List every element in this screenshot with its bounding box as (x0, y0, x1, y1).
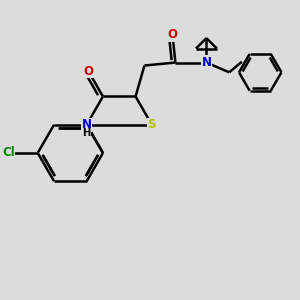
Text: S: S (148, 118, 156, 131)
Text: O: O (83, 64, 93, 78)
Text: N: N (201, 56, 212, 69)
Text: Cl: Cl (2, 146, 15, 160)
Text: N: N (82, 118, 92, 131)
Text: H: H (82, 128, 91, 138)
Text: O: O (167, 28, 178, 41)
